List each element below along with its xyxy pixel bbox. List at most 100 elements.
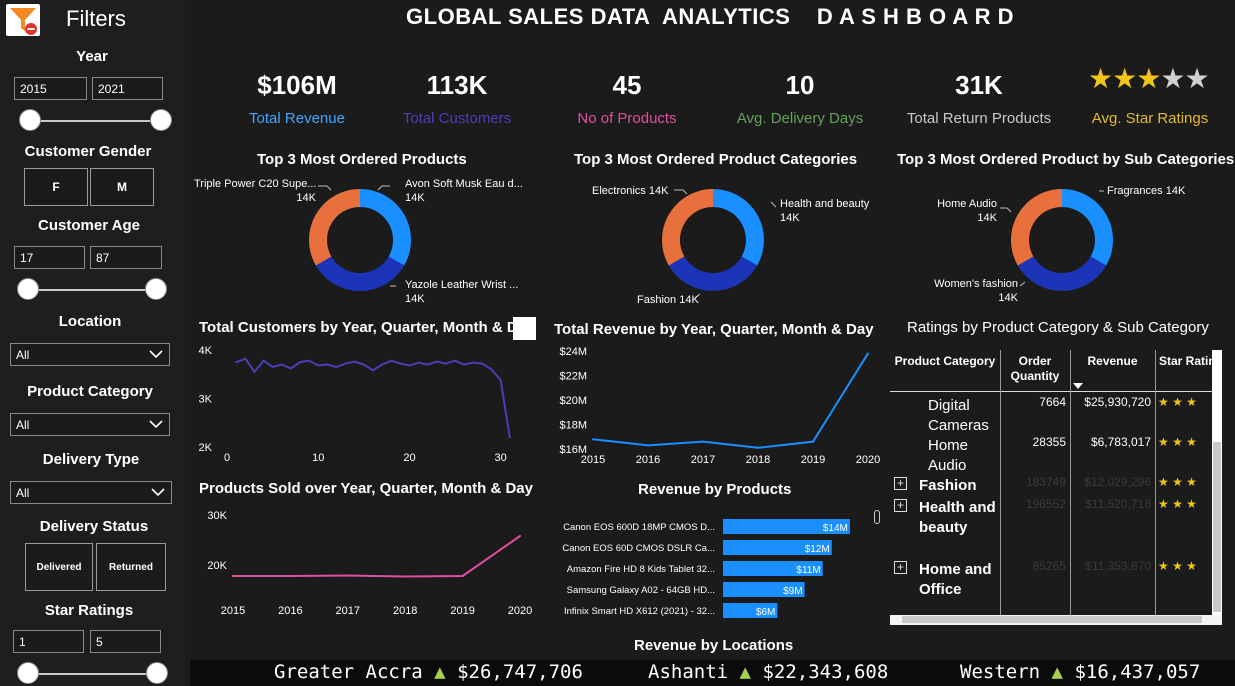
year-from-input[interactable]: 2015 [14, 77, 87, 100]
data-point[interactable] [235, 361, 238, 364]
data-point[interactable] [757, 446, 759, 449]
data-point[interactable] [372, 369, 374, 372]
col-header-product-category[interactable]: Product Category [894, 354, 996, 368]
bar[interactable] [723, 603, 778, 618]
data-point[interactable] [481, 362, 484, 365]
data-point[interactable] [461, 575, 464, 577]
star-rating-from-input[interactable]: 1 [13, 630, 84, 653]
table-row[interactable]: Home Audio 28355 $6,783,017 ★ ★ ★ [890, 434, 1212, 474]
data-point[interactable] [308, 359, 311, 362]
table-row[interactable]: + Home and Office 85265 $11,353,870 ★ ★ ★ [890, 558, 1212, 598]
age-slider-max-handle[interactable] [145, 278, 167, 300]
data-point[interactable] [335, 365, 338, 368]
data-point[interactable] [289, 575, 292, 577]
table-row[interactable]: + Fashion 183749 $12,029,296 ★ ★ ★ [890, 474, 1212, 514]
star-rating-slider-min-handle[interactable] [17, 662, 39, 684]
table-horizontal-scrollbar[interactable] [890, 615, 1222, 625]
data-point[interactable] [490, 368, 493, 371]
product-category-dropdown[interactable]: All [10, 413, 170, 436]
age-slider-min-handle[interactable] [17, 278, 39, 300]
data-point[interactable] [435, 360, 438, 363]
data-point[interactable] [346, 574, 349, 577]
data-point[interactable] [289, 367, 292, 370]
data-point[interactable] [280, 363, 283, 366]
returned-button[interactable]: Returned [96, 543, 166, 591]
bar[interactable] [723, 540, 832, 555]
star-rating-to-input[interactable]: 5 [90, 630, 161, 653]
chart-focus-mode-icon[interactable] [513, 317, 536, 340]
donut-slice[interactable] [1011, 189, 1062, 266]
bar[interactable] [723, 561, 823, 576]
gender-m-button[interactable]: M [90, 168, 154, 206]
data-point[interactable] [353, 360, 356, 363]
year-to-input[interactable]: 2021 [92, 77, 163, 100]
series-line[interactable] [233, 535, 521, 578]
revenue-line-chart[interactable]: $16M $18M $20M $22M $24M 2015 2016 2017 2018 2019… [540, 340, 885, 470]
products-sold-line-chart[interactable]: 20K 30K 2015 2016 2017 2018 2019 2020 [190, 500, 535, 625]
data-point[interactable] [326, 363, 329, 366]
data-point[interactable] [262, 359, 265, 362]
data-point[interactable] [390, 359, 393, 362]
col-header-star-rating[interactable]: Star Rating [1159, 354, 1222, 368]
data-point[interactable] [253, 370, 256, 373]
donut-products[interactable] [309, 189, 411, 291]
expand-plus-icon[interactable]: + [894, 499, 907, 512]
data-point[interactable] [362, 363, 365, 366]
expand-plus-icon[interactable]: + [894, 477, 907, 490]
donut-subcategories[interactable] [1011, 189, 1113, 292]
star-rating-slider-track[interactable] [28, 673, 158, 675]
data-point[interactable] [404, 575, 407, 578]
donut-slice[interactable] [668, 256, 758, 292]
donut-slice[interactable] [360, 189, 411, 266]
donut-categories[interactable] [662, 189, 764, 291]
donut-slice[interactable] [1062, 189, 1113, 266]
ratings-table[interactable]: Product Category Order Quantity Revenue … [890, 350, 1222, 625]
data-point[interactable] [381, 363, 384, 366]
data-point[interactable] [499, 379, 502, 382]
age-slider-track[interactable] [28, 289, 158, 291]
location-dropdown[interactable]: All [10, 343, 170, 366]
data-point[interactable] [232, 575, 234, 577]
data-point[interactable] [508, 436, 511, 439]
data-point[interactable] [444, 362, 447, 365]
gender-f-button[interactable]: F [24, 168, 88, 206]
data-point[interactable] [299, 361, 302, 364]
revenue-by-products-bar-chart[interactable]: Canon EOS 600D 18MP CMOS D... $14M Canon E… [545, 505, 885, 625]
bar[interactable] [723, 582, 805, 597]
table-vertical-scrollbar[interactable] [1212, 350, 1222, 615]
donut-slice[interactable] [713, 189, 764, 266]
data-point[interactable] [702, 440, 704, 443]
data-point[interactable] [417, 361, 420, 364]
customers-line-chart[interactable]: 2K 3K 4K 0 10 20 30 [190, 340, 540, 470]
data-point[interactable] [408, 364, 411, 367]
data-point[interactable] [647, 444, 649, 447]
col-header-revenue[interactable]: Revenue [1087, 354, 1138, 368]
data-point[interactable] [426, 363, 429, 366]
bar[interactable] [723, 519, 850, 534]
data-point[interactable] [463, 363, 466, 366]
delivered-button[interactable]: Delivered [25, 543, 93, 591]
delivery-type-dropdown[interactable]: All [10, 481, 172, 504]
expand-plus-icon[interactable]: + [894, 561, 907, 574]
donut-slice[interactable] [662, 189, 713, 266]
year-slider-track[interactable] [30, 120, 162, 122]
table-row[interactable]: + Health and beauty 198552 $11,520,718 ★ ★ ★ [890, 496, 1212, 536]
data-point[interactable] [399, 362, 402, 365]
donut-slice[interactable] [1017, 256, 1107, 292]
donut-slice[interactable] [309, 189, 360, 266]
data-point[interactable] [344, 362, 347, 365]
series-line[interactable] [592, 352, 869, 449]
data-point[interactable] [812, 440, 814, 443]
age-to-input[interactable]: 87 [90, 246, 162, 269]
year-slider-max-handle[interactable] [150, 109, 172, 131]
col-header-order-quantity[interactable]: Order Quantity [1010, 354, 1060, 383]
sort-descending-icon[interactable] [1073, 383, 1083, 390]
data-point[interactable] [519, 535, 521, 537]
table-row[interactable]: Digital Cameras 7664 $25,930,720 ★ ★ ★ [890, 394, 1212, 434]
data-point[interactable] [271, 365, 274, 368]
donut-slice[interactable] [315, 256, 405, 292]
data-point[interactable] [244, 357, 247, 360]
data-point[interactable] [454, 359, 457, 362]
star-rating-slider-max-handle[interactable] [146, 662, 168, 684]
year-slider-min-handle[interactable] [19, 109, 41, 131]
